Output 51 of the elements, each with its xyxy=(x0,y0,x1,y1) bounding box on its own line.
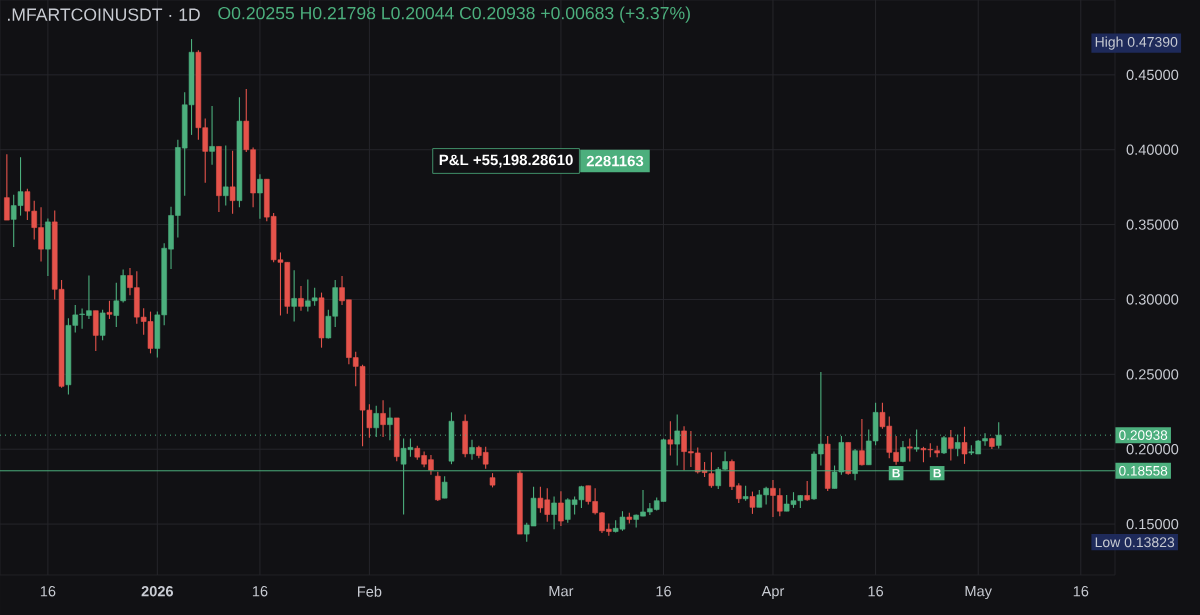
candlestick xyxy=(667,420,674,457)
candlestick xyxy=(222,144,229,207)
candlestick xyxy=(749,491,756,515)
candlestick xyxy=(558,490,564,527)
y-tick-label: 0.40000 xyxy=(1126,144,1179,155)
candlestick xyxy=(298,285,304,312)
candlestick xyxy=(859,418,865,467)
candlestick xyxy=(934,445,940,458)
annotation: P&L +55,198.28610 xyxy=(439,154,573,168)
candlestick xyxy=(209,105,215,166)
annotation: B xyxy=(892,469,900,478)
candlestick xyxy=(441,475,448,499)
ref-line-label: 0.20938 xyxy=(1119,430,1168,440)
candlestick xyxy=(804,480,810,502)
x-tick-label: 16 xyxy=(868,586,884,597)
candlestick xyxy=(708,451,715,489)
y-tick-label: 0.25000 xyxy=(1126,369,1179,380)
y-tick-label: 0.20000 xyxy=(1126,444,1179,455)
annotation: B xyxy=(933,469,941,478)
candlestick xyxy=(551,495,557,530)
candlestick xyxy=(106,300,113,320)
annotation: Low 0.13823 xyxy=(1095,537,1175,548)
x-tick-label: 16 xyxy=(1073,586,1089,597)
candlestick xyxy=(907,438,913,463)
candlestick xyxy=(291,269,297,323)
chart-title: .MFARTCOINUSDT · 1D xyxy=(8,8,200,21)
candlestick xyxy=(4,153,10,221)
chart-subtitle: O0.20255 H0.21798 L0.20044 C0.20938 +0.00683 (+3.37%) xyxy=(218,6,690,23)
y-tick-label: 0.35000 xyxy=(1126,219,1179,230)
y-tick-label: 0.15000 xyxy=(1126,518,1179,530)
y-tick-label: 0.45000 xyxy=(1126,69,1179,81)
candlestick xyxy=(435,471,441,502)
x-tick-label: 2026 xyxy=(141,586,174,597)
x-tick-label: Feb xyxy=(358,586,382,597)
candlestick xyxy=(948,429,954,462)
candlestick xyxy=(257,173,263,220)
x-tick-label: Mar xyxy=(549,586,574,597)
candlestick xyxy=(380,399,386,438)
ref-line-label: 0.18558 xyxy=(1119,465,1168,476)
candlestick xyxy=(229,150,236,215)
candlestick xyxy=(469,439,475,461)
x-tick-label: 16 xyxy=(40,586,56,597)
candlestick xyxy=(961,426,968,465)
annotation: 2281163 xyxy=(586,155,644,167)
x-tick-label: Apr xyxy=(761,586,785,600)
x-tick-label: 16 xyxy=(252,586,268,597)
x-tick-label: 16 xyxy=(656,586,671,597)
candlestick xyxy=(99,309,106,341)
x-tick-label: May xyxy=(965,586,992,600)
y-tick-label: 0.30000 xyxy=(1126,294,1179,305)
annotation: High 0.47390 xyxy=(1095,36,1178,50)
